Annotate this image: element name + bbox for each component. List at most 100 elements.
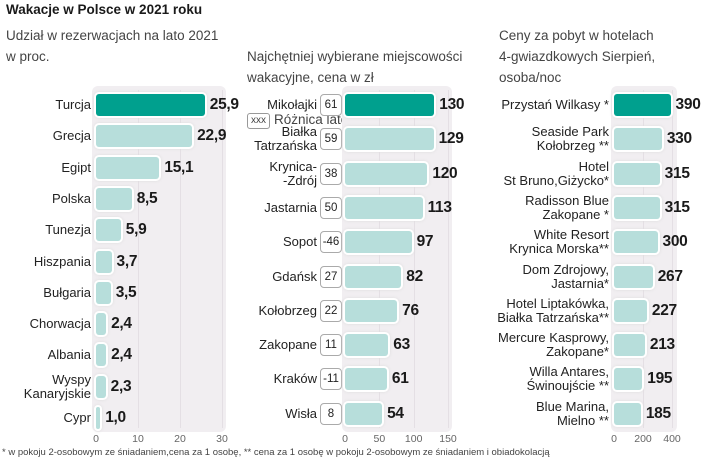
category-label: Grecja — [52, 128, 91, 144]
category-label: Albania — [47, 347, 91, 363]
value-label: 22,9 — [197, 127, 227, 145]
category-label: Bułgaria — [43, 284, 91, 300]
category-label: Mikołajki — [267, 97, 317, 112]
bar — [614, 231, 658, 254]
category-label: Wyspy Kanaryjskie — [23, 371, 91, 401]
change-badge: -46 — [320, 231, 342, 254]
value-label: 97 — [416, 233, 434, 251]
bar — [345, 162, 428, 185]
value-label: 227 — [651, 301, 677, 319]
bar — [96, 250, 112, 273]
x-tick-label: 30 — [216, 433, 228, 445]
footnote: * w pokoju 2-osobowym ze śniadaniem,cena… — [2, 447, 550, 458]
x-tick-label: 20 — [174, 433, 186, 445]
value-label: 129 — [438, 130, 464, 148]
bar — [614, 334, 645, 357]
bar — [345, 299, 398, 322]
bar — [96, 407, 101, 429]
x-tick-label: 200 — [634, 433, 652, 445]
category-label: Chorwacja — [29, 316, 91, 332]
category-label: Gdańsk — [272, 268, 317, 284]
value-label: 2,4 — [111, 315, 132, 333]
value-label: 120 — [432, 164, 458, 182]
x-tick-label: 10 — [132, 433, 144, 445]
x-tick-label: 0 — [342, 433, 348, 445]
bar — [96, 156, 160, 179]
value-label: 61 — [391, 370, 409, 388]
chart2-subtitle-text: Najchętniej wybierane miejscowości wakac… — [247, 49, 463, 85]
bar — [614, 265, 653, 288]
value-label: 185 — [645, 404, 671, 422]
x-tick-label: 400 — [663, 433, 681, 445]
change-badge: 11 — [320, 334, 342, 357]
value-label: 2,4 — [111, 346, 132, 364]
value-label: 3,7 — [116, 252, 138, 270]
category-label: Przystań Wilkasy * — [501, 97, 609, 112]
category-label: Hotel Liptakówka, Białka Tatrzańska** — [497, 295, 609, 325]
change-badge: 50 — [320, 196, 342, 219]
gridline — [448, 90, 449, 428]
bar — [96, 94, 205, 116]
bar — [96, 125, 193, 148]
bar — [96, 219, 121, 242]
bar — [614, 368, 643, 391]
value-label: 1,0 — [105, 409, 126, 426]
value-label: 54 — [387, 404, 404, 422]
value-label: 3,5 — [115, 283, 137, 301]
value-label: 15,1 — [164, 158, 194, 176]
change-badge: 27 — [320, 265, 342, 288]
category-label: Białka Tatrzańska — [254, 124, 317, 154]
bar — [96, 375, 106, 398]
x-tick-label: 100 — [404, 433, 423, 445]
category-label: Tunezja — [45, 222, 91, 238]
gridline — [643, 90, 644, 428]
category-label: Kraków — [273, 371, 317, 387]
change-badge: 61 — [320, 94, 342, 116]
bar — [345, 94, 435, 116]
bar — [614, 162, 660, 185]
chart3-subtitle: Ceny za pobyt w hotelach 4-gwiazdkowych … — [499, 28, 656, 85]
value-label: 5,9 — [125, 221, 147, 239]
category-label: Kołobrzeg — [258, 302, 317, 318]
bar — [345, 402, 383, 425]
value-label: 315 — [664, 164, 690, 182]
category-label: Jastarnia — [264, 199, 317, 215]
value-label: 113 — [427, 198, 452, 216]
bar — [614, 196, 660, 219]
bar — [614, 402, 641, 425]
change-badge: 38 — [320, 162, 342, 185]
bar — [345, 265, 402, 288]
category-label: Sopot — [283, 234, 317, 250]
category-label: Blue Marina, Mielno ** — [536, 398, 609, 428]
category-label: Hiszpania — [33, 253, 91, 269]
category-label: Willa Antares, Świnoujście ** — [526, 364, 609, 394]
gridline — [672, 90, 673, 428]
bar — [614, 128, 662, 151]
value-label: 300 — [662, 233, 688, 251]
x-tick-label: 50 — [373, 433, 386, 445]
category-label: Egipt — [61, 159, 91, 175]
value-label: 390 — [675, 96, 701, 113]
gridline — [413, 90, 415, 428]
value-label: 25,9 — [209, 96, 239, 113]
legend-change-box: xxx — [247, 113, 270, 129]
bar — [345, 128, 434, 151]
category-label: Cypr — [63, 410, 91, 425]
value-label: 76 — [402, 301, 419, 319]
value-label: 195 — [647, 370, 673, 388]
category-label: White Resort Krynica Morska** — [509, 227, 609, 257]
gridline — [379, 90, 381, 428]
gridline — [138, 90, 139, 428]
bar — [345, 196, 423, 219]
category-label: Wisła — [285, 405, 317, 421]
bar — [614, 299, 647, 322]
bar — [614, 94, 671, 116]
change-badge: 22 — [320, 299, 342, 322]
bar — [96, 313, 107, 336]
category-label: Polska — [51, 190, 91, 206]
value-label: 2,3 — [110, 377, 132, 395]
change-badge: 59 — [320, 128, 342, 151]
bar — [345, 368, 387, 391]
value-label: 213 — [649, 336, 675, 354]
bar — [345, 231, 412, 254]
